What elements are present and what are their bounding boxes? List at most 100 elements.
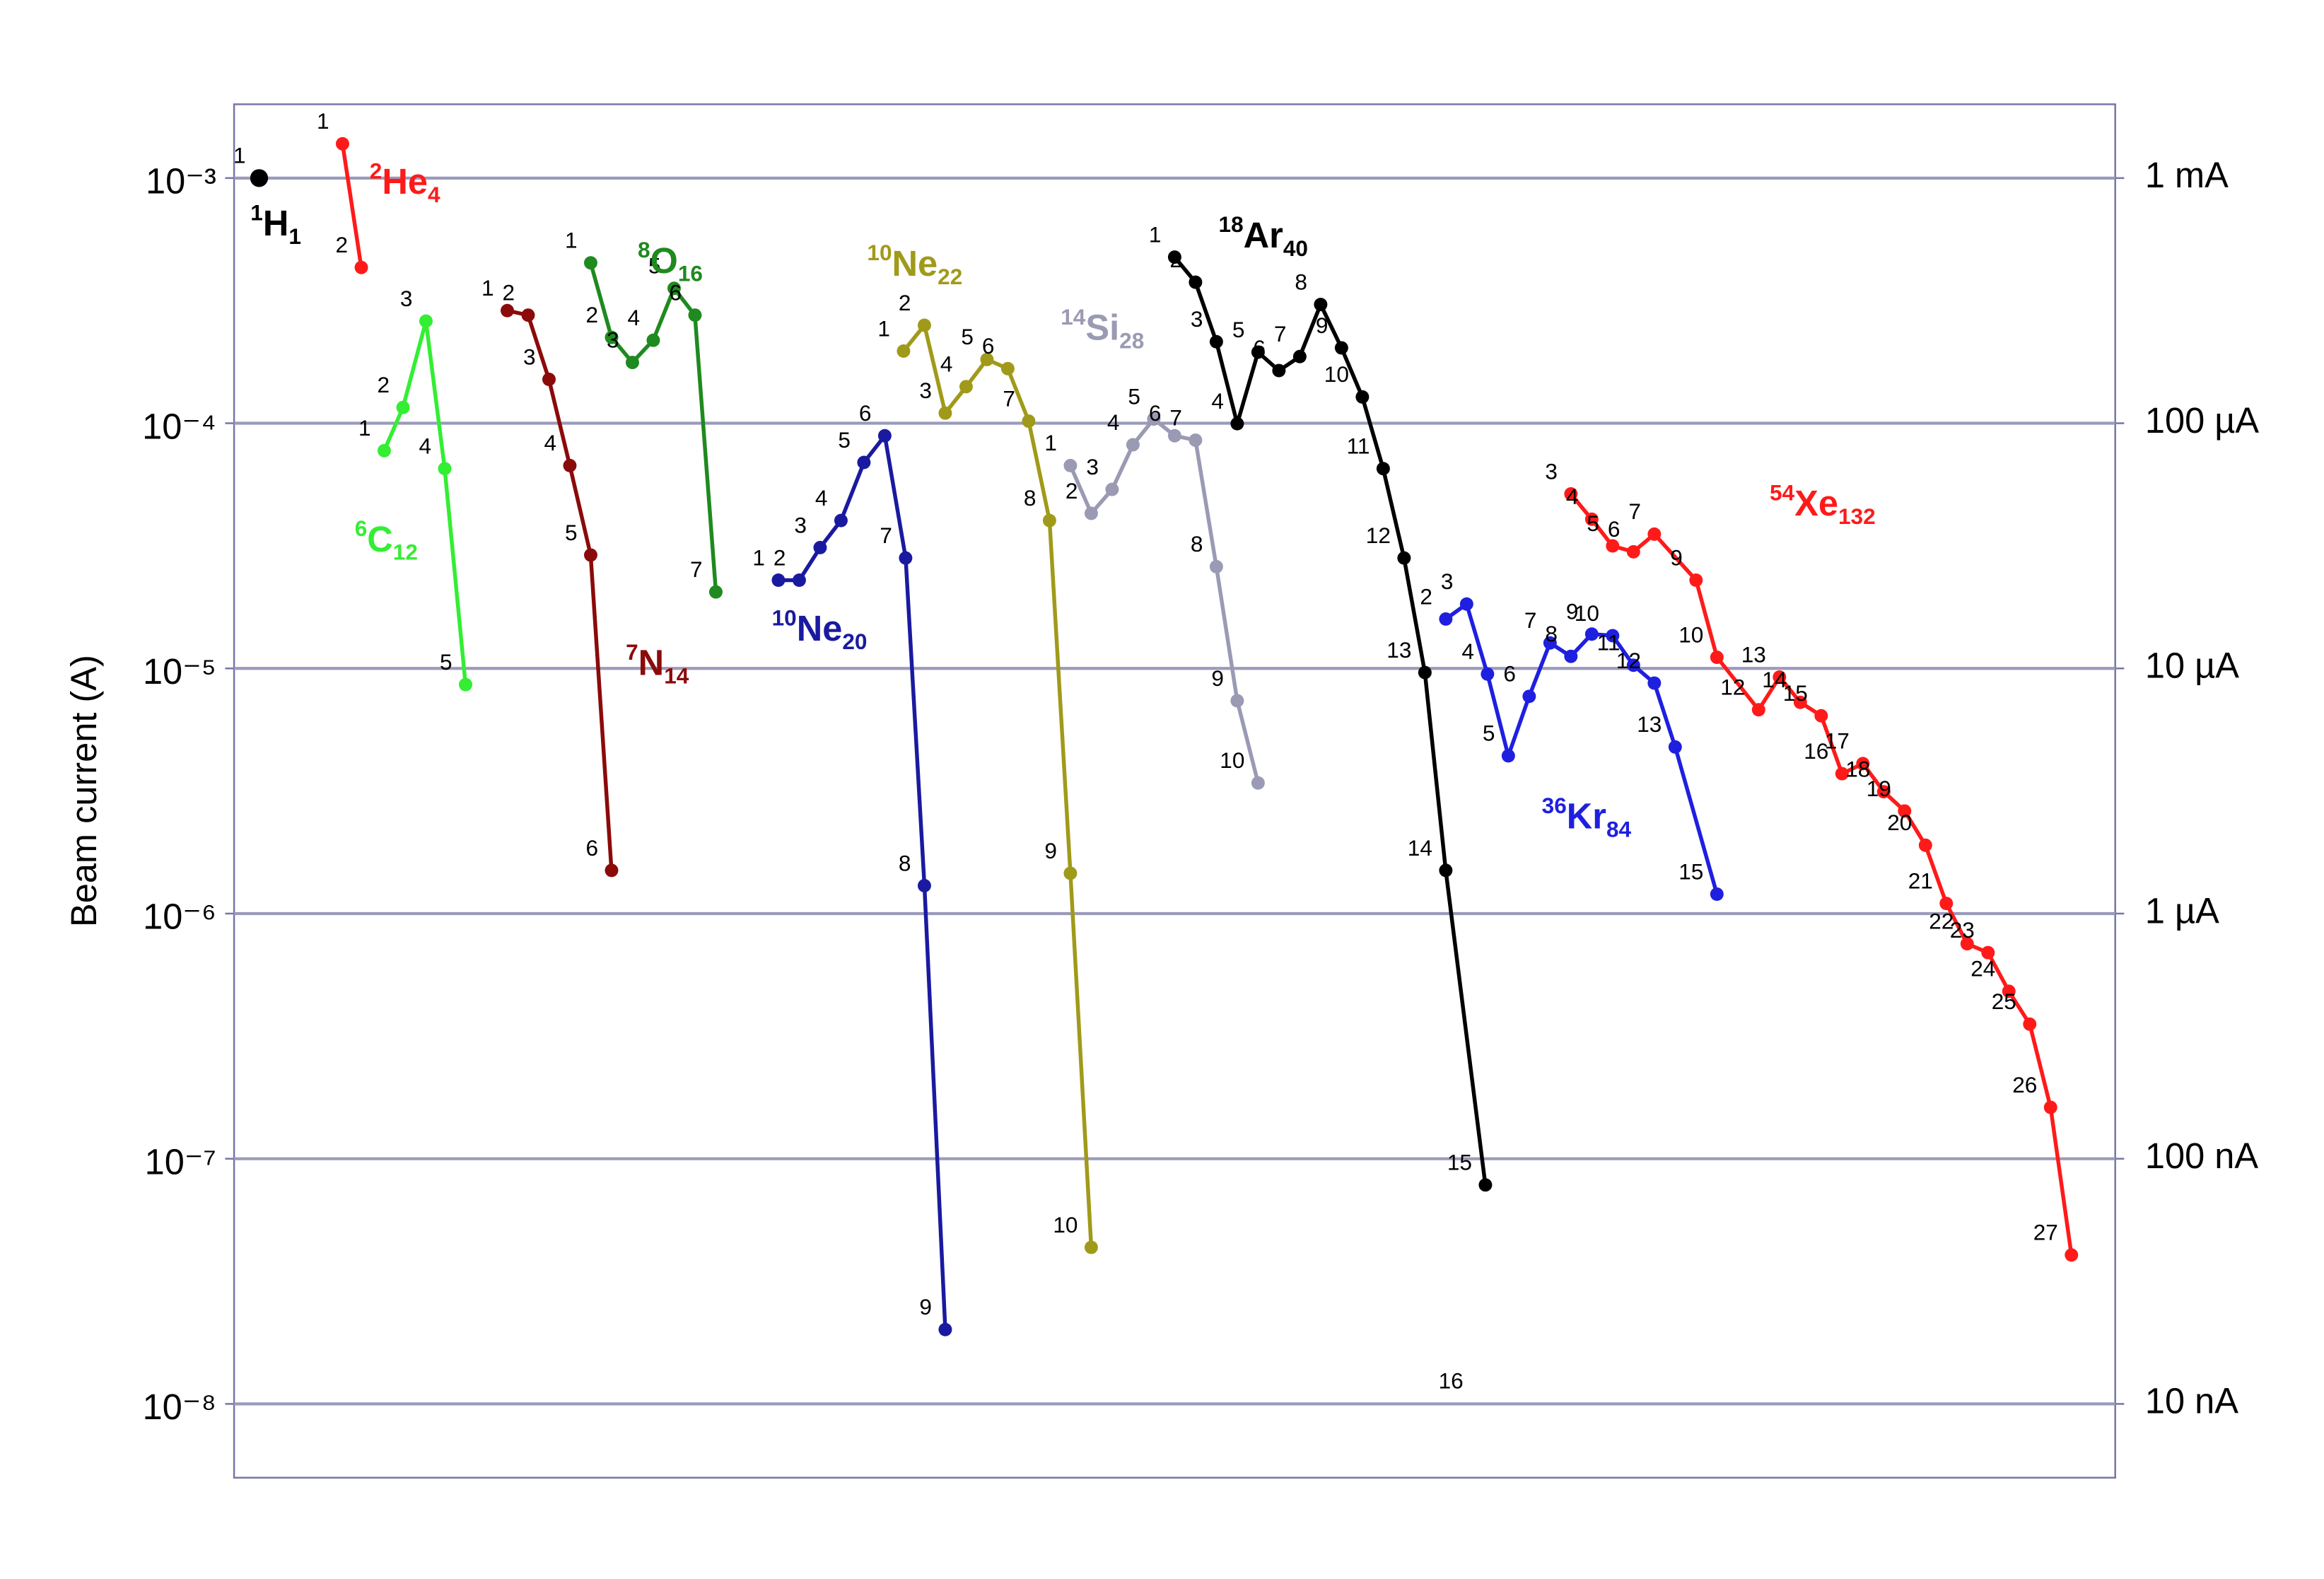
- point-label: 9: [1670, 544, 1683, 570]
- data-point: [501, 303, 514, 317]
- data-point: [1793, 695, 1807, 709]
- point-label: 5: [440, 649, 452, 675]
- data-point: [1606, 539, 1620, 553]
- point-label: 9: [1044, 838, 1057, 863]
- data-point: [1814, 709, 1828, 723]
- point-label: 7: [1274, 321, 1287, 346]
- data-point: [1522, 689, 1536, 704]
- data-point: [1042, 513, 1056, 528]
- series-line: [382, 319, 468, 685]
- data-point: [1022, 414, 1036, 429]
- series-label-a: 132: [1838, 503, 1876, 529]
- y2-tick-label: 100 nA: [2145, 1136, 2258, 1176]
- series-label-name: Ne: [892, 243, 938, 284]
- data-point: [1334, 341, 1348, 355]
- point-label: 18: [1845, 757, 1870, 782]
- data-point: [377, 443, 391, 458]
- point-label: 3: [794, 512, 807, 537]
- data-point: [1000, 361, 1015, 375]
- series-label: 54Xe132: [1770, 480, 1876, 530]
- data-point: [1835, 767, 1849, 781]
- data-point: [1689, 573, 1703, 587]
- series-label: 14Si28: [1061, 304, 1144, 354]
- point-label: 26: [2012, 1072, 2037, 1097]
- point-label: 15: [1678, 858, 1703, 884]
- point-label: 1: [1149, 221, 1162, 247]
- annotation: 16: [1439, 1368, 1464, 1393]
- data-point: [1292, 349, 1307, 363]
- point-label: 4: [1461, 639, 1474, 664]
- series-line: [1569, 492, 2074, 1256]
- data-point: [1501, 749, 1515, 763]
- data-point: [1418, 665, 1432, 680]
- data-point: [897, 344, 911, 358]
- point-label: 5: [1128, 383, 1140, 409]
- series-label-name: Si: [1085, 308, 1119, 348]
- series-label: 7N14: [626, 639, 689, 689]
- data-point: [1710, 651, 1724, 665]
- point-label: 27: [2033, 1220, 2058, 1245]
- data-point: [2023, 1017, 2037, 1031]
- data-point: [1898, 804, 1912, 818]
- point-label: 13: [1637, 711, 1662, 737]
- series-label-z: 10: [867, 240, 892, 266]
- point-label: 14: [1408, 835, 1432, 861]
- series-label: 6C12: [355, 515, 418, 565]
- series-label-name: C: [367, 519, 393, 559]
- series-label: 36Kr84: [1542, 793, 1632, 842]
- data-point: [396, 400, 410, 414]
- series: 1 234 56 7 8 9 10Ne20: [752, 400, 952, 1336]
- data-point: [1439, 863, 1453, 878]
- series-label-a: 40: [1283, 235, 1308, 261]
- data-point: [1647, 527, 1662, 541]
- series-label-name: O: [650, 240, 678, 281]
- data-point: [1710, 887, 1724, 901]
- data-point: [1251, 776, 1265, 790]
- point-label: 4: [1211, 388, 1224, 414]
- data-point: [1126, 438, 1140, 452]
- data-point: [1918, 838, 1932, 852]
- point-label: 5: [838, 427, 851, 453]
- data-point: [899, 551, 913, 565]
- data-point: [938, 1322, 952, 1336]
- point-label: 4: [544, 430, 556, 455]
- point-label: 4: [815, 485, 828, 511]
- series-line: [1068, 416, 1261, 783]
- point-label: 22: [1929, 909, 1954, 934]
- data-point: [1626, 658, 1640, 672]
- point-label: 1: [358, 415, 371, 441]
- point-label: 2: [377, 372, 390, 397]
- point-label: 24: [1970, 956, 1995, 981]
- point-label: 3: [1191, 306, 1203, 332]
- data-point: [1459, 597, 1473, 611]
- series-label-a: 84: [1606, 817, 1632, 842]
- point-label: 2: [335, 232, 348, 257]
- data-point: [2043, 1100, 2057, 1114]
- series-label-z: 10: [772, 605, 797, 631]
- point-label: 8: [1191, 531, 1203, 557]
- point-label: 17: [1825, 728, 1850, 754]
- point-label: 21: [1908, 868, 1933, 893]
- series-label: 10Ne22: [867, 240, 962, 290]
- point-label: 4: [419, 433, 431, 459]
- data-point: [1230, 416, 1244, 431]
- data-point: [959, 380, 973, 394]
- point-label: 3: [1441, 569, 1454, 594]
- series-line: [901, 323, 1094, 1248]
- point-label: 2: [1169, 247, 1182, 272]
- data-point: [1626, 544, 1640, 559]
- data-point: [1564, 649, 1578, 663]
- data-point: [1314, 298, 1328, 312]
- point-label: 5: [648, 253, 661, 279]
- point-label: 9: [1566, 599, 1579, 624]
- point-label: 4: [1107, 409, 1120, 435]
- data-point: [1147, 412, 1161, 426]
- data-point: [605, 863, 619, 878]
- y-tick-label: 10⁻⁶: [143, 897, 216, 937]
- point-label: 14: [1762, 667, 1787, 692]
